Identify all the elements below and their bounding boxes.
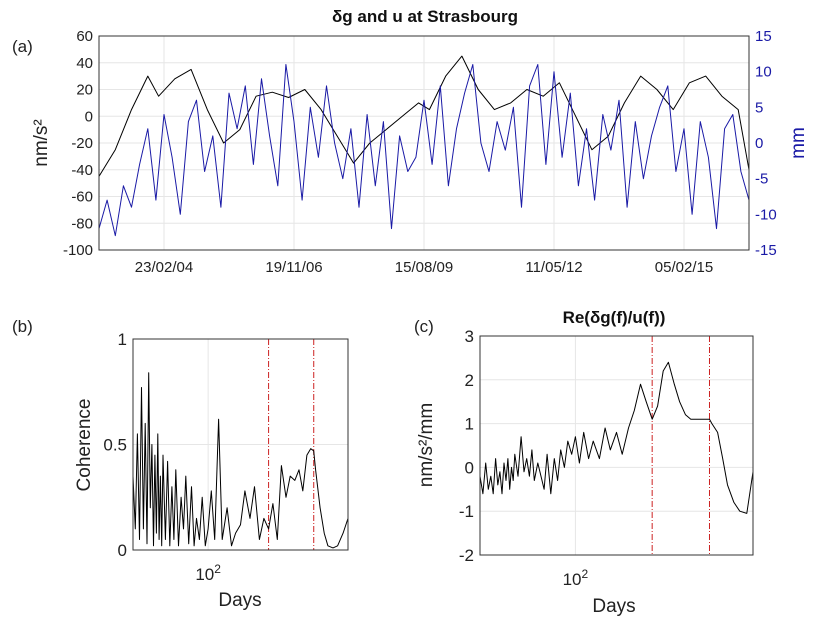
panel-a-ylabel-right: mm	[788, 127, 809, 159]
panel-a-ytick-label: 0	[85, 108, 93, 125]
panel-b-x-ticks: 102	[195, 562, 221, 584]
panel-c-grid	[480, 335, 753, 556]
panel-c-frame	[479, 335, 754, 556]
panel-c-series	[479, 361, 754, 514]
panel-c-ytick-label: -2	[459, 546, 474, 565]
panel-c-label: (c)	[414, 317, 434, 336]
panel-b: (b) 00.51 102 Coherence Days	[12, 317, 349, 611]
panel-a-xtick-label: 19/11/06	[265, 259, 322, 276]
panel-b-vlines	[268, 339, 315, 550]
panel-a-ytick-right-label: -10	[755, 206, 777, 223]
panel-b-frame	[132, 338, 349, 551]
panel-a-series-black	[98, 55, 750, 177]
panel-c-ytick-label: 3	[465, 327, 474, 346]
panel-b-ylabel: Coherence	[74, 399, 95, 492]
panel-a-ytick-right-label: -5	[755, 171, 768, 188]
panel-a-ytick-right-label: 10	[755, 64, 772, 81]
panel-a-ytick-label: 20	[76, 82, 93, 99]
panel-a-ytick-label: 40	[76, 55, 93, 72]
panel-a-x-ticks: 23/02/04 19/11/06 15/08/09 11/05/12 05/02/15	[135, 259, 713, 276]
panel-c-xlabel: Days	[592, 596, 635, 617]
panel-a-frame	[98, 35, 750, 251]
panel-a-ytick-label: 60	[76, 28, 93, 45]
panel-a-grid	[99, 35, 749, 251]
panel-c-y-ticks: -2 -1 0 1 2 3	[459, 327, 474, 565]
panel-c-ytick-label: 2	[465, 371, 474, 390]
panel-c-title: Re(δg(f)/u(f))	[563, 308, 666, 327]
panel-a-xtick-label: 05/02/15	[655, 259, 713, 276]
panel-a-ytick-right-label: 5	[755, 99, 763, 116]
panel-b-y-ticks: 00.51	[103, 330, 127, 560]
panel-b-label: (b)	[12, 317, 33, 336]
panel-a-ytick-label: -100	[63, 242, 93, 259]
panel-b-xlabel: Days	[218, 590, 261, 611]
panel-a-series	[98, 55, 750, 237]
panel-a-title: δg and u at Strasbourg	[332, 7, 518, 26]
panel-b-ytick-label: 1	[118, 330, 127, 349]
panel-b-xtick-label: 102	[195, 562, 221, 584]
panel-c-xtick-label: 102	[563, 567, 589, 589]
panel-a-xtick-label: 11/05/12	[525, 259, 582, 276]
panel-a-ytick-right-label: 0	[755, 135, 763, 152]
panel-b-ytick-label: 0	[118, 541, 127, 560]
panel-c-vlines	[651, 336, 710, 555]
panel-a-right-ticks: -15 -10 -5 0 5 10 15	[755, 28, 777, 259]
panel-b-series-line	[132, 372, 349, 549]
panel-c-series-line	[479, 361, 754, 514]
panel-a-ytick-label: -20	[71, 135, 93, 152]
panel-c-ylabel: nm/s²/mm	[416, 403, 437, 487]
panel-a: (a) δg and u at Strasbourg -100-80-60-40…	[12, 7, 809, 276]
panel-c: (c) Re(δg(f)/u(f)) -2 -1 0 1 2 3 102 nm/s²/mm…	[414, 308, 754, 617]
panel-b-series	[132, 372, 349, 549]
panel-c-ytick-label: -1	[459, 502, 474, 521]
panel-c-x-ticks: 102	[563, 567, 589, 589]
panel-a-left-ticks: -100 -80 -60 -40 -20 0 20 40 60	[63, 28, 93, 259]
panel-c-ytick-label: 0	[465, 458, 474, 477]
panel-c-ytick-label: 1	[465, 415, 474, 434]
panel-a-xtick-label: 23/02/04	[135, 259, 193, 276]
panel-a-ytick-right-label: 15	[755, 28, 772, 45]
panel-a-series-blue	[98, 64, 750, 237]
panel-a-xtick-label: 15/08/09	[395, 259, 453, 276]
panel-a-label: (a)	[12, 37, 33, 56]
panel-a-ytick-label: -80	[71, 215, 93, 232]
panel-a-ytick-right-label: -15	[755, 242, 777, 259]
panel-a-ytick-label: -40	[71, 162, 93, 179]
panel-a-ytick-label: -60	[71, 189, 93, 206]
panel-a-ylabel: nm/s²	[31, 119, 52, 167]
panel-b-ytick-label: 0.5	[103, 436, 127, 455]
